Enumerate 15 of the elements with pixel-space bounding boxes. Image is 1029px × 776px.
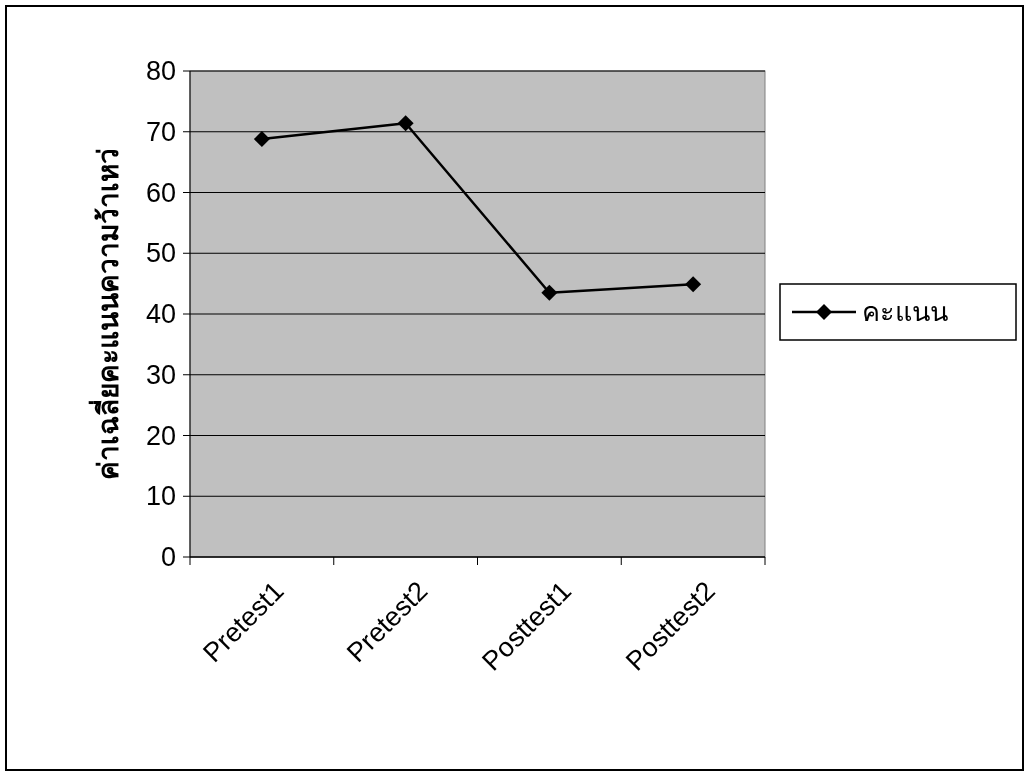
y-tick-label: 40: [145, 299, 176, 329]
y-tick-label: 30: [145, 359, 176, 390]
point: [541, 284, 558, 301]
y-tick-label: 10: [145, 481, 176, 512]
y-tick-label: 60: [145, 177, 176, 208]
y-tick-label: 70: [145, 116, 176, 147]
legend-label: คะแนน: [862, 297, 948, 327]
y-tick-label: 80: [145, 56, 176, 86]
point: [685, 276, 702, 293]
y-axis-title: ค่าเฉลี่ยคะแนนความว้าเหว่: [87, 148, 124, 480]
y-tick-label: 20: [145, 420, 176, 451]
y-tick-label: 0: [160, 542, 176, 572]
point: [397, 115, 414, 132]
point: [253, 131, 270, 148]
y-tick-label: 50: [145, 238, 176, 269]
